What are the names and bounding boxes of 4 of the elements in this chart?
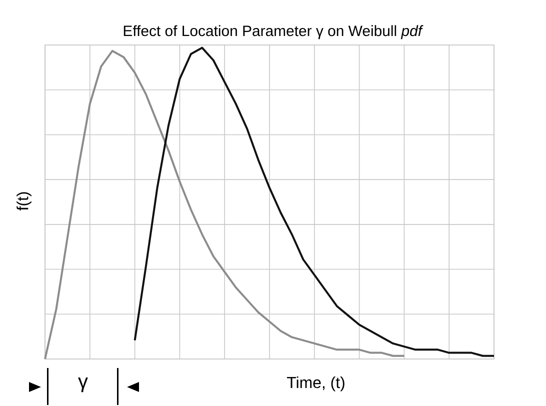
chart-title: Effect of Location Parameter γ on Weibull pdf	[124, 25, 424, 40]
x-axis-title: Time, (t)	[287, 376, 344, 392]
text: γ	[78, 377, 88, 392]
y-axis-title: f(t)	[16, 192, 32, 211]
